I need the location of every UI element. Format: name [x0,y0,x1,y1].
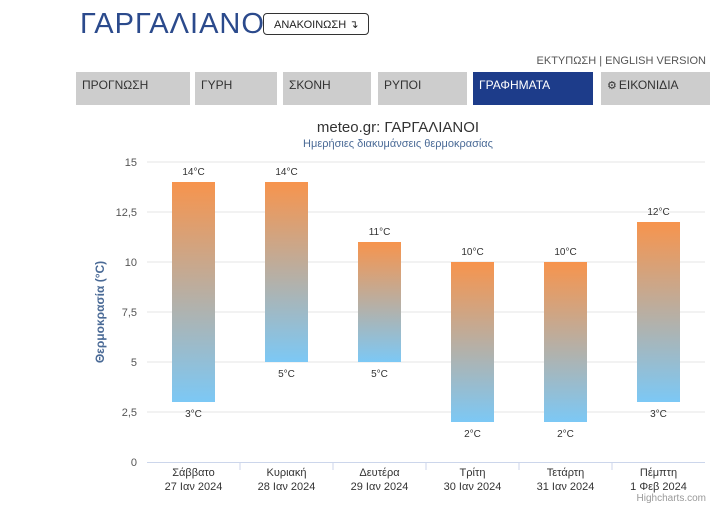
max-temp-label: 14°C [182,167,204,178]
x-tick-day: Τετάρτη [547,467,585,479]
y-tick-label: 0 [131,457,137,469]
temperature-bar [172,182,215,402]
tab-label: ΓΥΡΗ [201,78,233,92]
print-link[interactable]: ΕΚΤΥΠΩΣΗ [536,55,597,67]
temperature-bar [358,242,401,362]
y-tick-label: 5 [131,357,137,369]
max-temp-label: 12°C [647,207,669,218]
city-title: ΓΑΡΓΑΛΙΑΝΟΙ [80,8,274,40]
chart-subtitle: Ημερήσιες διακυμάνσεις θερμοκρασίας [303,138,493,150]
y-tick-label: 10 [125,257,137,269]
max-temp-label: 14°C [275,167,297,178]
temperature-bar [265,182,308,362]
english-version-link[interactable]: ENGLISH VERSION [605,55,706,67]
tab-charts[interactable]: ΓΡΑΦΗΜΑΤΑ [473,72,593,105]
temperature-bar [637,222,680,402]
min-temp-label: 3°C [185,409,202,420]
min-temp-label: 5°C [278,369,295,380]
tab-dust[interactable]: ΣΚΟΝΗ [283,72,371,105]
x-tick-date: 1 Φεβ 2024 [630,481,687,493]
y-tick-label: 2,5 [122,407,137,419]
temperature-bar [451,262,494,422]
x-tick-day: Δευτέρα [359,467,400,479]
max-temp-label: 10°C [461,247,483,258]
top-links: ΕΚΤΥΠΩΣΗ | ENGLISH VERSION [537,55,706,67]
x-tick-date: 29 Ιαν 2024 [351,481,409,493]
y-tick-label: 12,5 [116,207,137,219]
x-tick-date: 28 Ιαν 2024 [258,481,316,493]
y-tick-label: 15 [125,157,137,169]
tab-label: ΠΡΟΓΝΩΣΗ [82,78,149,92]
announce-button[interactable]: ΑΝΑΚΟΙΝΩΣΗ ↴ [263,13,370,35]
temperature-chart: meteo.gr: ΓΑΡΓΑΛΙΑΝΟΙ Ημερήσιες διακυμάν… [93,119,705,493]
tab-label: ΓΡΑΦΗΜΑΤΑ [479,78,551,92]
tab-forecast[interactable]: ΠΡΟΓΝΩΣΗ [76,72,190,105]
nav-tabs: ΠΡΟΓΝΩΣΗ ΓΥΡΗ ΣΚΟΝΗ ΡΥΠΟΙ ΓΡΑΦΗΜΑΤΑ ⚙ ΕΙΚ… [76,72,710,105]
min-temp-label: 5°C [371,369,388,380]
x-tick-day: Πέμπτη [640,467,677,479]
tab-label: ΕΙΚΟΝΙΔΙΑ [618,78,679,92]
x-tick-date: 31 Ιαν 2024 [537,481,595,493]
max-temp-label: 10°C [554,247,576,258]
x-tick-day: Κυριακή [266,467,306,479]
tab-pollutants[interactable]: ΡΥΠΟΙ [378,72,467,105]
x-tick-day: Τρίτη [460,467,486,479]
min-temp-label: 2°C [464,429,481,440]
x-tick-day: Σάββατο [172,467,214,479]
min-temp-label: 2°C [557,429,574,440]
link-separator: | [599,55,603,67]
tab-pollen[interactable]: ΓΥΡΗ [195,72,277,105]
min-temp-label: 3°C [650,409,667,420]
tab-label: ΣΚΟΝΗ [289,78,331,92]
x-tick-date: 27 Ιαν 2024 [165,481,223,493]
max-temp-label: 11°C [369,227,391,238]
credits[interactable]: Highcharts.com [636,493,706,504]
tab-label: ΡΥΠΟΙ [384,78,422,92]
tab-icons[interactable]: ⚙ ΕΙΚΟΝΙΔΙΑ [601,72,710,105]
temperature-bar [544,262,587,422]
chart-title: meteo.gr: ΓΑΡΓΑΛΙΑΝΟΙ [317,119,479,136]
gear-icon: ⚙ [607,80,617,92]
y-tick-label: 7,5 [122,307,137,319]
y-axis-title: Θερμοκρασία (°C) [93,261,107,363]
x-tick-date: 30 Ιαν 2024 [444,481,502,493]
